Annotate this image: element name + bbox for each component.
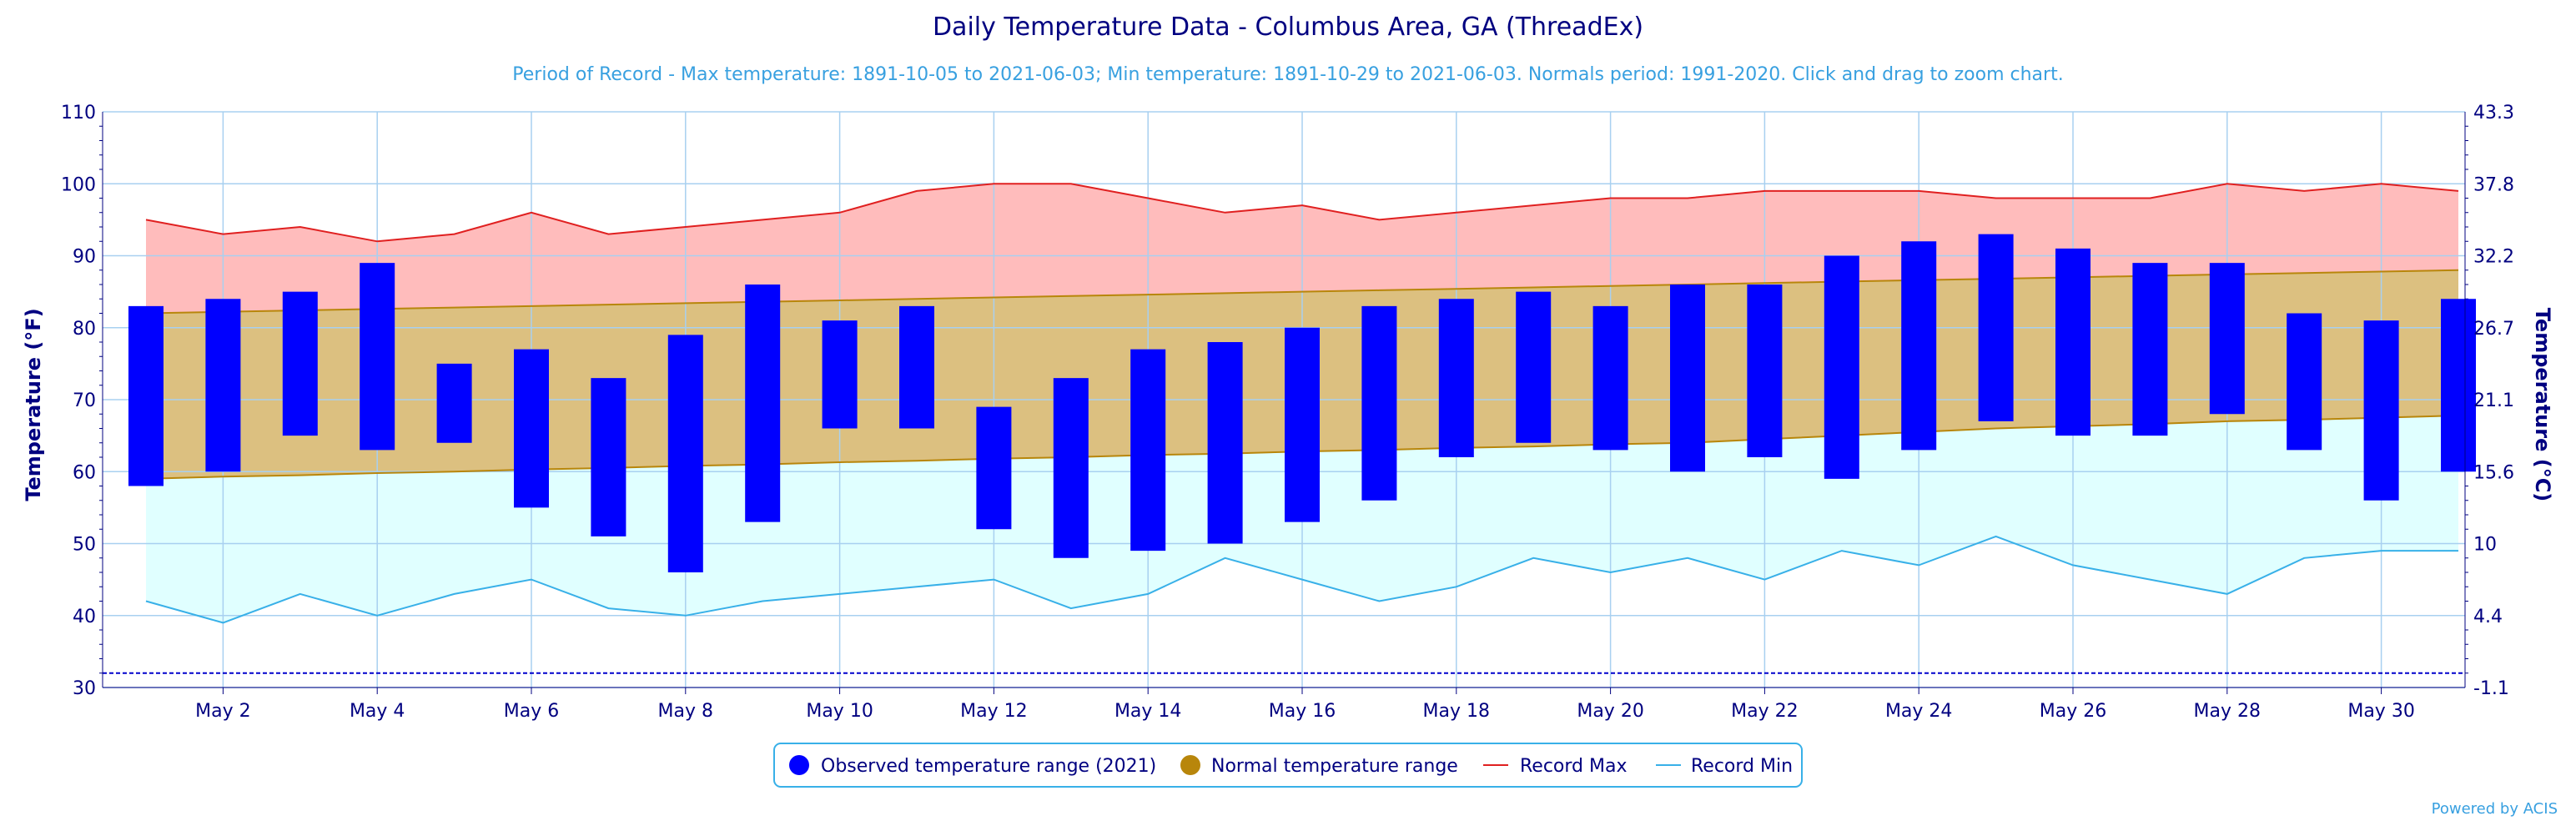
y-tick-label-right: 32.2 xyxy=(2473,247,2514,268)
y-tick-label-right: 43.3 xyxy=(2473,103,2514,123)
credit-link[interactable]: Powered by ACIS xyxy=(2432,800,2558,818)
observed-range-bar[interactable] xyxy=(1285,327,1320,522)
y-axis-label-left: Temperature (°F) xyxy=(22,308,45,501)
chart-title: Daily Temperature Data - Columbus Area, … xyxy=(933,13,1643,42)
legend-normal-label[interactable]: Normal temperature range xyxy=(1211,756,1458,777)
observed-range-bar[interactable] xyxy=(1053,378,1089,558)
observed-range-bar[interactable] xyxy=(822,320,858,429)
legend-normal-marker xyxy=(1180,755,1200,775)
observed-range-bar[interactable] xyxy=(1438,299,1474,457)
observed-range-bar[interactable] xyxy=(360,263,395,451)
observed-range-bar[interactable] xyxy=(2209,263,2245,415)
legend-record-max-label[interactable]: Record Max xyxy=(1520,756,1628,777)
y-tick-label: 80 xyxy=(73,319,96,340)
observed-range-bar[interactable] xyxy=(2363,320,2399,501)
plot-area[interactable]: 30 -1.1 40 4.4 50 10 60 15.6 70 21.1 80 26.7 90 32.2 1… xyxy=(61,103,2514,722)
y-tick-label: 90 xyxy=(73,247,96,268)
x-tick-label: May 26 xyxy=(2040,701,2106,722)
observed-range-bar[interactable] xyxy=(2441,299,2476,472)
observed-range-bar[interactable] xyxy=(1824,255,1859,479)
y-tick-label: 70 xyxy=(73,390,96,411)
observed-range-bar[interactable] xyxy=(591,378,626,536)
observed-range-bar[interactable] xyxy=(1207,342,1243,544)
x-tick-label: May 24 xyxy=(1885,701,1952,722)
x-tick-label: May 8 xyxy=(658,701,713,722)
legend: Observed temperature range (2021) Normal… xyxy=(773,743,1803,788)
y-tick-label-right: 37.8 xyxy=(2473,174,2514,195)
y-tick-label: 30 xyxy=(73,678,96,699)
observed-range-bar[interactable] xyxy=(2132,263,2168,436)
x-tick-label: May 14 xyxy=(1114,701,1181,722)
y-tick-label-right: 26.7 xyxy=(2473,319,2514,340)
observed-range-bar[interactable] xyxy=(128,305,164,486)
y-tick-label-right: 15.6 xyxy=(2473,462,2514,483)
x-tick-label: May 10 xyxy=(806,701,873,722)
x-tick-label: May 20 xyxy=(1577,701,1643,722)
observed-range-bar[interactable] xyxy=(514,349,549,508)
observed-range-bar[interactable] xyxy=(1130,349,1166,552)
y-tick-label-right: 4.4 xyxy=(2473,607,2503,627)
y-tick-label-right: 21.1 xyxy=(2473,390,2514,411)
observed-range-bar[interactable] xyxy=(1901,241,1937,451)
y-tick-label-right: 10 xyxy=(2473,535,2497,556)
record-min-line xyxy=(145,535,2458,624)
x-tick-label: May 6 xyxy=(504,701,559,722)
observed-range-bar[interactable] xyxy=(976,406,1012,530)
observed-range-bar[interactable] xyxy=(436,363,472,443)
observed-range-bar[interactable] xyxy=(899,305,934,429)
y-tick-label: 50 xyxy=(73,535,96,556)
observed-range-bar[interactable] xyxy=(1592,305,1628,451)
observed-range-bar[interactable] xyxy=(1670,285,1705,472)
x-tick-label: May 16 xyxy=(1269,701,1336,722)
observed-range-bar[interactable] xyxy=(282,291,318,436)
x-tick-label: May 4 xyxy=(350,701,405,722)
y-tick-label: 100 xyxy=(61,174,96,195)
observed-range-bar[interactable] xyxy=(205,299,241,472)
chart-subtitle: Period of Record - Max temperature: 1891… xyxy=(512,64,2063,85)
x-tick-label: May 18 xyxy=(1423,701,1490,722)
x-tick-label: May 28 xyxy=(2194,701,2261,722)
legend-observed-label[interactable]: Observed temperature range (2021) xyxy=(821,756,1156,777)
y-axis-label-right: Temperature (°C) xyxy=(2531,308,2554,502)
x-tick-label: May 2 xyxy=(195,701,250,722)
x-tick-label: May 12 xyxy=(960,701,1027,722)
observed-range-bar[interactable] xyxy=(745,285,781,522)
observed-range-bar[interactable] xyxy=(667,335,703,572)
x-tick-label: May 22 xyxy=(1731,701,1798,722)
observed-range-bar[interactable] xyxy=(1361,305,1397,501)
legend-observed-marker xyxy=(789,755,809,775)
observed-range-bar[interactable] xyxy=(1978,234,2014,421)
observed-range-bar[interactable] xyxy=(1516,291,1552,443)
y-tick-label: 110 xyxy=(61,103,96,123)
observed-range-bar[interactable] xyxy=(2287,313,2322,451)
y-tick-label: 60 xyxy=(73,462,96,483)
y-tick-label-right: -1.1 xyxy=(2473,678,2509,699)
record-max-line xyxy=(145,183,2459,243)
x-tick-label: May 30 xyxy=(2347,701,2414,722)
y-tick-label: 40 xyxy=(73,607,96,627)
legend-record-min-label[interactable]: Record Min xyxy=(1691,756,1793,777)
observed-range-bar[interactable] xyxy=(2055,248,2090,436)
legend-box xyxy=(773,743,1803,788)
observed-range-bar[interactable] xyxy=(1747,285,1783,457)
